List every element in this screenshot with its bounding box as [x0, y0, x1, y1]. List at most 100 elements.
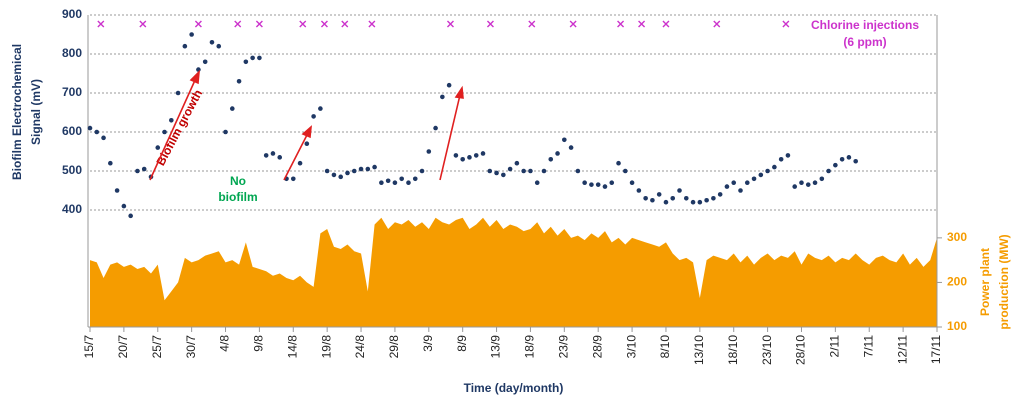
y-axis-label: Biofilm Electrochemical: [10, 44, 24, 180]
arrows: [149, 69, 464, 181]
injection-marker: [528, 20, 536, 28]
signal-point: [751, 176, 757, 182]
x-tick-label: 24/8: [353, 335, 367, 359]
arrow-head: [301, 125, 312, 139]
signal-point: [575, 168, 581, 174]
injection-marker: [713, 20, 721, 28]
injection-marker: [139, 20, 147, 28]
signal-point: [460, 157, 465, 162]
legend-text: (6 ppm): [843, 35, 886, 49]
signal-point: [114, 188, 120, 193]
injection-marker: [97, 20, 105, 28]
y2-axis-label: Power plant: [978, 248, 992, 316]
injection-marker: [320, 20, 328, 28]
y-tick-label: 600: [62, 124, 82, 138]
signal-point: [243, 59, 249, 65]
signal-point: [290, 176, 296, 182]
signal-point: [683, 196, 689, 201]
signal-point: [453, 153, 459, 158]
signal-point: [87, 125, 93, 131]
x-tick-label: 12/11: [895, 335, 909, 364]
signal-point: [446, 82, 452, 88]
x-tick-label: 4/8: [218, 335, 232, 352]
signal-point: [257, 55, 262, 61]
signal-point: [697, 199, 703, 205]
injection-marker: [638, 20, 646, 28]
signal-point: [541, 168, 547, 174]
signal-point: [568, 145, 574, 150]
arrow: [283, 132, 309, 181]
y2-tick-label: 100: [947, 319, 967, 333]
y2-axis-label: production (MW): [997, 234, 1011, 329]
signal-point: [406, 180, 411, 185]
signal-point: [473, 153, 479, 158]
signal-point: [318, 106, 323, 111]
signal-point: [277, 155, 283, 160]
power-area: [90, 217, 937, 327]
signal-point: [202, 59, 208, 65]
signal-point: [440, 94, 445, 100]
signal-point: [562, 137, 567, 143]
x-tick-label: 15/7: [82, 335, 96, 359]
signal-point: [846, 155, 852, 160]
signal-point: [772, 164, 777, 170]
signal-point: [656, 192, 662, 197]
signal-point: [155, 145, 161, 150]
x-axis-label: Time (day/month): [464, 381, 564, 395]
x-tick-label: 29/8: [387, 335, 401, 359]
signal-point: [297, 160, 303, 166]
signal-point: [799, 180, 804, 185]
signal-point: [826, 168, 831, 174]
arrow: [439, 94, 461, 181]
x-tick-label: 8/9: [455, 335, 469, 352]
signal-point: [263, 153, 269, 158]
signal-point: [345, 170, 350, 176]
signal-point: [392, 180, 398, 185]
x-tick-label: 23/10: [760, 335, 774, 365]
signal-point: [724, 184, 730, 189]
signal-point: [216, 43, 222, 49]
signal-point: [609, 180, 615, 185]
signal-point: [690, 199, 696, 205]
injection-marker: [662, 20, 670, 28]
x-tick-label: 13/10: [692, 335, 706, 365]
signal-point: [785, 153, 791, 158]
signal-point: [487, 168, 493, 174]
arrow-head: [454, 85, 464, 99]
signal-point: [229, 106, 235, 111]
injection-marker: [234, 20, 242, 28]
signal-point: [717, 192, 723, 197]
signal-point: [250, 55, 255, 61]
y-tick-label: 400: [62, 202, 82, 216]
x-tick-label: 3/9: [421, 335, 435, 352]
injection-marker: [194, 20, 202, 28]
injection-marker: [569, 20, 577, 28]
injection-marker: [617, 20, 625, 28]
signal-point: [514, 160, 520, 166]
x-tick-label: 8/10: [658, 335, 672, 359]
x-tick-label: 28/10: [794, 335, 808, 365]
signal-point: [419, 168, 425, 174]
y2-tick-label: 300: [947, 230, 967, 244]
x-tick-label: 23/9: [556, 335, 570, 359]
signal-point: [108, 160, 113, 166]
signal-point: [141, 166, 147, 172]
signal-point: [311, 114, 316, 119]
signal-point: [595, 182, 601, 187]
signal-point: [663, 199, 669, 205]
signal-point: [744, 180, 750, 185]
signal-point: [399, 176, 404, 182]
signal-point: [602, 184, 608, 189]
signal-point: [839, 157, 845, 162]
annotation: No: [230, 174, 246, 188]
signal-point: [358, 166, 364, 172]
signal-point: [433, 125, 438, 131]
x-tick-label: 7/11: [861, 335, 875, 358]
signal-point: [650, 197, 655, 203]
signal-point: [548, 157, 554, 162]
signal-point: [162, 129, 167, 135]
signal-point: [758, 172, 764, 178]
x-tick-label: 20/7: [116, 335, 130, 359]
y2-tick-label: 200: [947, 275, 967, 289]
